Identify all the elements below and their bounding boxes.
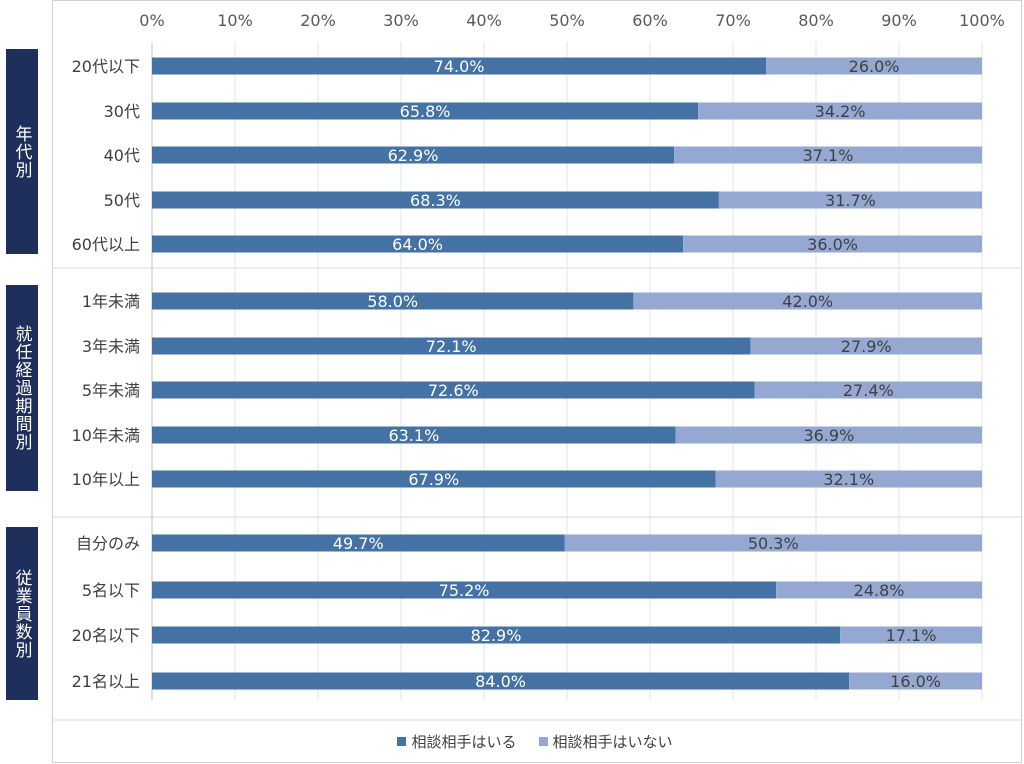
bar-no-advisor-12 [840,626,982,644]
legend-swatch-has-advisor [397,737,407,746]
category-label-1: 30代 [104,102,140,121]
category-label-12: 20名以下 [72,626,140,645]
bar-no-advisor-8 [675,426,982,444]
data-label-no-advisor-2: 37.1% [803,146,854,165]
data-label-no-advisor-1: 34.2% [815,102,866,121]
bar-has-advisor-3 [152,191,719,209]
bar-no-advisor-11 [776,581,982,599]
data-label-has-advisor-13: 84.0% [475,672,526,691]
group-label-employees: 従業員数別 [6,527,38,700]
x-tick-label-5: 50% [549,11,585,30]
data-label-has-advisor-10: 49.7% [333,534,384,553]
bar-no-advisor-5 [633,292,982,310]
data-label-no-advisor-13: 16.0% [890,672,941,691]
x-tick-label-9: 90% [881,11,917,30]
data-label-has-advisor-1: 65.8% [400,102,451,121]
bar-no-advisor-9 [715,470,982,488]
category-label-2: 40代 [104,146,140,165]
bar-has-advisor-4 [152,235,684,253]
data-label-has-advisor-12: 82.9% [471,626,522,645]
data-label-no-advisor-8: 36.9% [803,426,854,445]
category-label-8: 10年未満 [72,426,140,445]
data-label-no-advisor-9: 32.1% [823,470,874,489]
data-label-has-advisor-7: 72.6% [428,381,479,400]
chart-frame [52,0,1022,763]
bar-no-advisor-6 [750,337,982,355]
bar-no-advisor-3 [718,191,982,209]
x-tick-label-10: 100% [959,11,1005,30]
category-label-0: 20代以下 [72,57,140,76]
group-label-age-text: 年代別 [11,124,32,179]
data-label-no-advisor-4: 36.0% [807,235,858,254]
data-label-no-advisor-3: 31.7% [825,191,876,210]
data-label-no-advisor-12: 17.1% [886,626,937,645]
category-label-9: 10年以上 [72,470,140,489]
legend-label-no-advisor: 相談相手はいない [552,733,673,751]
bar-no-advisor-4 [683,235,982,253]
bar-has-advisor-12 [152,626,841,644]
data-label-no-advisor-7: 27.4% [843,381,894,400]
data-label-has-advisor-4: 64.0% [392,235,443,254]
data-label-no-advisor-11: 24.8% [854,581,905,600]
data-label-no-advisor-0: 26.0% [849,57,900,76]
bar-has-advisor-11 [152,581,777,599]
legend-label-has-advisor: 相談相手はいる [411,733,517,751]
category-label-11: 5名以下 [82,581,140,600]
category-label-10: 自分のみ [76,534,140,553]
legend-item-no-advisor: 相談相手はいない [538,731,673,752]
group-label-employees-text: 従業員数別 [11,568,32,659]
data-label-has-advisor-2: 62.9% [388,146,439,165]
x-tick-label-2: 20% [300,11,336,30]
bar-has-advisor-0 [152,57,767,75]
x-tick-label-1: 10% [217,11,253,30]
data-label-no-advisor-5: 42.0% [782,292,833,311]
bar-has-advisor-8 [152,426,676,444]
x-tick-label-6: 60% [632,11,668,30]
bar-has-advisor-9 [152,470,716,488]
bar-has-advisor-10 [152,534,565,552]
x-tick-label-3: 30% [383,11,419,30]
group-label-age: 年代別 [6,49,38,254]
data-label-has-advisor-6: 72.1% [426,337,477,356]
bar-has-advisor-7 [152,381,755,399]
bar-has-advisor-6 [152,337,751,355]
data-label-has-advisor-0: 74.0% [434,57,485,76]
category-label-7: 5年未満 [82,381,140,400]
data-label-has-advisor-8: 63.1% [388,426,439,445]
legend: 相談相手はいる 相談相手はいない [0,731,1024,752]
data-label-no-advisor-10: 50.3% [748,534,799,553]
data-label-has-advisor-5: 58.0% [367,292,418,311]
bar-has-advisor-13 [152,672,850,690]
bar-has-advisor-1 [152,102,699,120]
data-label-has-advisor-3: 68.3% [410,191,461,210]
category-label-6: 3年未満 [82,337,140,356]
group-label-tenure-text: 就任経過期間別 [11,325,32,451]
bar-no-advisor-2 [674,146,982,164]
category-label-13: 21名以上 [72,672,140,691]
data-label-has-advisor-11: 75.2% [439,581,490,600]
data-label-has-advisor-9: 67.9% [408,470,459,489]
legend-item-has-advisor: 相談相手はいる [397,731,517,752]
category-label-3: 50代 [104,191,140,210]
category-label-4: 60代以上 [72,235,140,254]
x-tick-label-4: 40% [466,11,502,30]
x-tick-label-0: 0% [139,11,164,30]
legend-swatch-no-advisor [538,737,548,746]
bar-has-advisor-5 [152,292,634,310]
bar-no-advisor-7 [754,381,982,399]
bar-has-advisor-2 [152,146,675,164]
bar-no-advisor-1 [698,102,982,120]
group-label-tenure: 就任経過期間別 [6,285,38,491]
x-tick-label-7: 70% [715,11,751,30]
category-label-5: 1年未満 [82,292,140,311]
bar-no-advisor-0 [766,57,982,75]
data-label-no-advisor-6: 27.9% [841,337,892,356]
x-tick-label-8: 80% [798,11,834,30]
bar-no-advisor-13 [849,672,982,690]
bar-no-advisor-10 [564,534,982,552]
